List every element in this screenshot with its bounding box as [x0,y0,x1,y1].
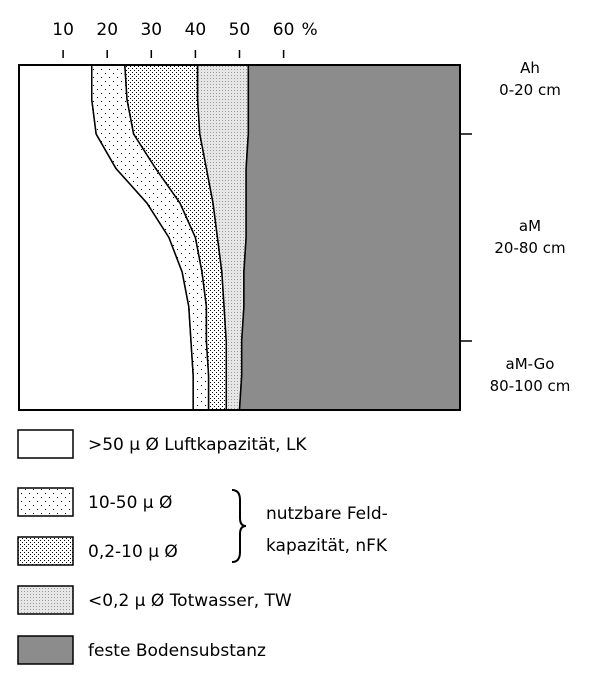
x-tick-label: 40 [185,20,207,40]
legend-label: 0,2-10 μ Ø [88,542,178,562]
legend-swatch [17,536,74,566]
legend-label: <0,2 μ Ø Totwasser, TW [88,591,292,611]
brace [231,489,247,563]
horizon-name: aM [519,217,541,235]
legend-label: 10-50 μ Ø [88,493,172,513]
legend-swatch [17,487,74,517]
legend-swatch [17,635,74,665]
legend-swatch [17,585,74,615]
horizon-depth: 80-100 cm [490,377,571,395]
annotation: kapazität, nFK [266,536,388,556]
x-tick-label: 20 [96,20,118,40]
horizon-depth: 20-80 cm [494,239,565,257]
legend-swatch [17,429,74,459]
x-tick-label: 50 [229,20,251,40]
area-segment [238,64,461,411]
legend-label: >50 μ Ø Luftkapazität, LK [88,435,307,455]
horizon-name: Ah [520,59,540,77]
x-tick-label: 10 [52,20,74,40]
x-tick-label: 30 [140,20,162,40]
legend-label: feste Bodensubstanz [88,641,266,661]
x-tick-label: 60 [273,20,295,40]
horizon-name: aM-Go [506,355,555,373]
x-unit: % [302,20,318,40]
annotation: nutzbare Feld- [266,504,388,524]
horizon-depth: 0-20 cm [499,81,561,99]
plot-frame [18,64,461,411]
